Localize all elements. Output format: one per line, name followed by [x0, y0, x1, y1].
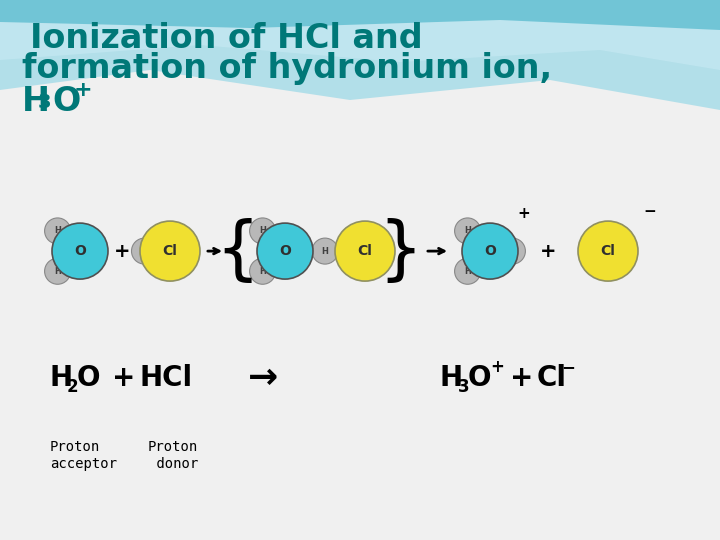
Text: Cl: Cl — [358, 244, 372, 258]
Circle shape — [500, 238, 526, 264]
Text: H: H — [464, 226, 471, 235]
Text: +: + — [74, 80, 93, 100]
Polygon shape — [0, 0, 720, 70]
Circle shape — [454, 258, 481, 284]
Text: Proton
 donor: Proton donor — [148, 440, 198, 471]
Circle shape — [250, 258, 276, 284]
Text: O: O — [279, 244, 291, 258]
Circle shape — [312, 238, 338, 264]
Text: O: O — [74, 244, 86, 258]
Circle shape — [250, 218, 276, 244]
Text: +: + — [112, 364, 135, 392]
Text: H: H — [54, 226, 61, 235]
Text: H: H — [322, 247, 328, 255]
Text: O: O — [468, 364, 492, 392]
Text: Ionization of HCl and: Ionization of HCl and — [30, 22, 423, 55]
Text: H: H — [259, 267, 266, 276]
Text: H: H — [259, 226, 266, 235]
Text: O: O — [52, 85, 80, 118]
Text: O: O — [77, 364, 101, 392]
Text: Proton
acceptor: Proton acceptor — [50, 440, 117, 471]
Text: Cl: Cl — [537, 364, 567, 392]
Text: 2: 2 — [67, 378, 78, 396]
Text: −: − — [561, 358, 575, 376]
Text: H: H — [50, 364, 73, 392]
Polygon shape — [0, 0, 720, 30]
Circle shape — [257, 223, 313, 279]
Text: →: → — [248, 361, 278, 395]
Circle shape — [140, 221, 200, 281]
Text: 3: 3 — [38, 93, 52, 112]
Circle shape — [132, 238, 158, 264]
Circle shape — [578, 221, 638, 281]
Text: H: H — [464, 267, 471, 276]
Circle shape — [454, 218, 481, 244]
Text: HCl: HCl — [140, 364, 193, 392]
Text: +: + — [540, 241, 557, 261]
Circle shape — [45, 218, 71, 244]
Text: +: + — [510, 364, 534, 392]
Circle shape — [52, 223, 108, 279]
Text: H: H — [509, 247, 516, 255]
Circle shape — [462, 223, 518, 279]
Text: +: + — [490, 358, 504, 376]
Text: H: H — [440, 364, 463, 392]
Text: H: H — [141, 247, 148, 255]
Text: O: O — [484, 244, 496, 258]
Text: +: + — [114, 241, 130, 261]
Text: 3: 3 — [458, 378, 469, 396]
Text: Cl: Cl — [163, 244, 177, 258]
Text: formation of hydronium ion,: formation of hydronium ion, — [22, 52, 552, 85]
Circle shape — [335, 221, 395, 281]
Text: }: } — [378, 218, 422, 285]
Text: {: { — [215, 218, 259, 285]
Circle shape — [45, 258, 71, 284]
Text: −: − — [643, 204, 656, 219]
Polygon shape — [0, 0, 720, 110]
Text: H: H — [22, 85, 50, 118]
Text: Cl: Cl — [600, 244, 616, 258]
Text: H: H — [54, 267, 61, 276]
Text: +: + — [518, 206, 531, 221]
